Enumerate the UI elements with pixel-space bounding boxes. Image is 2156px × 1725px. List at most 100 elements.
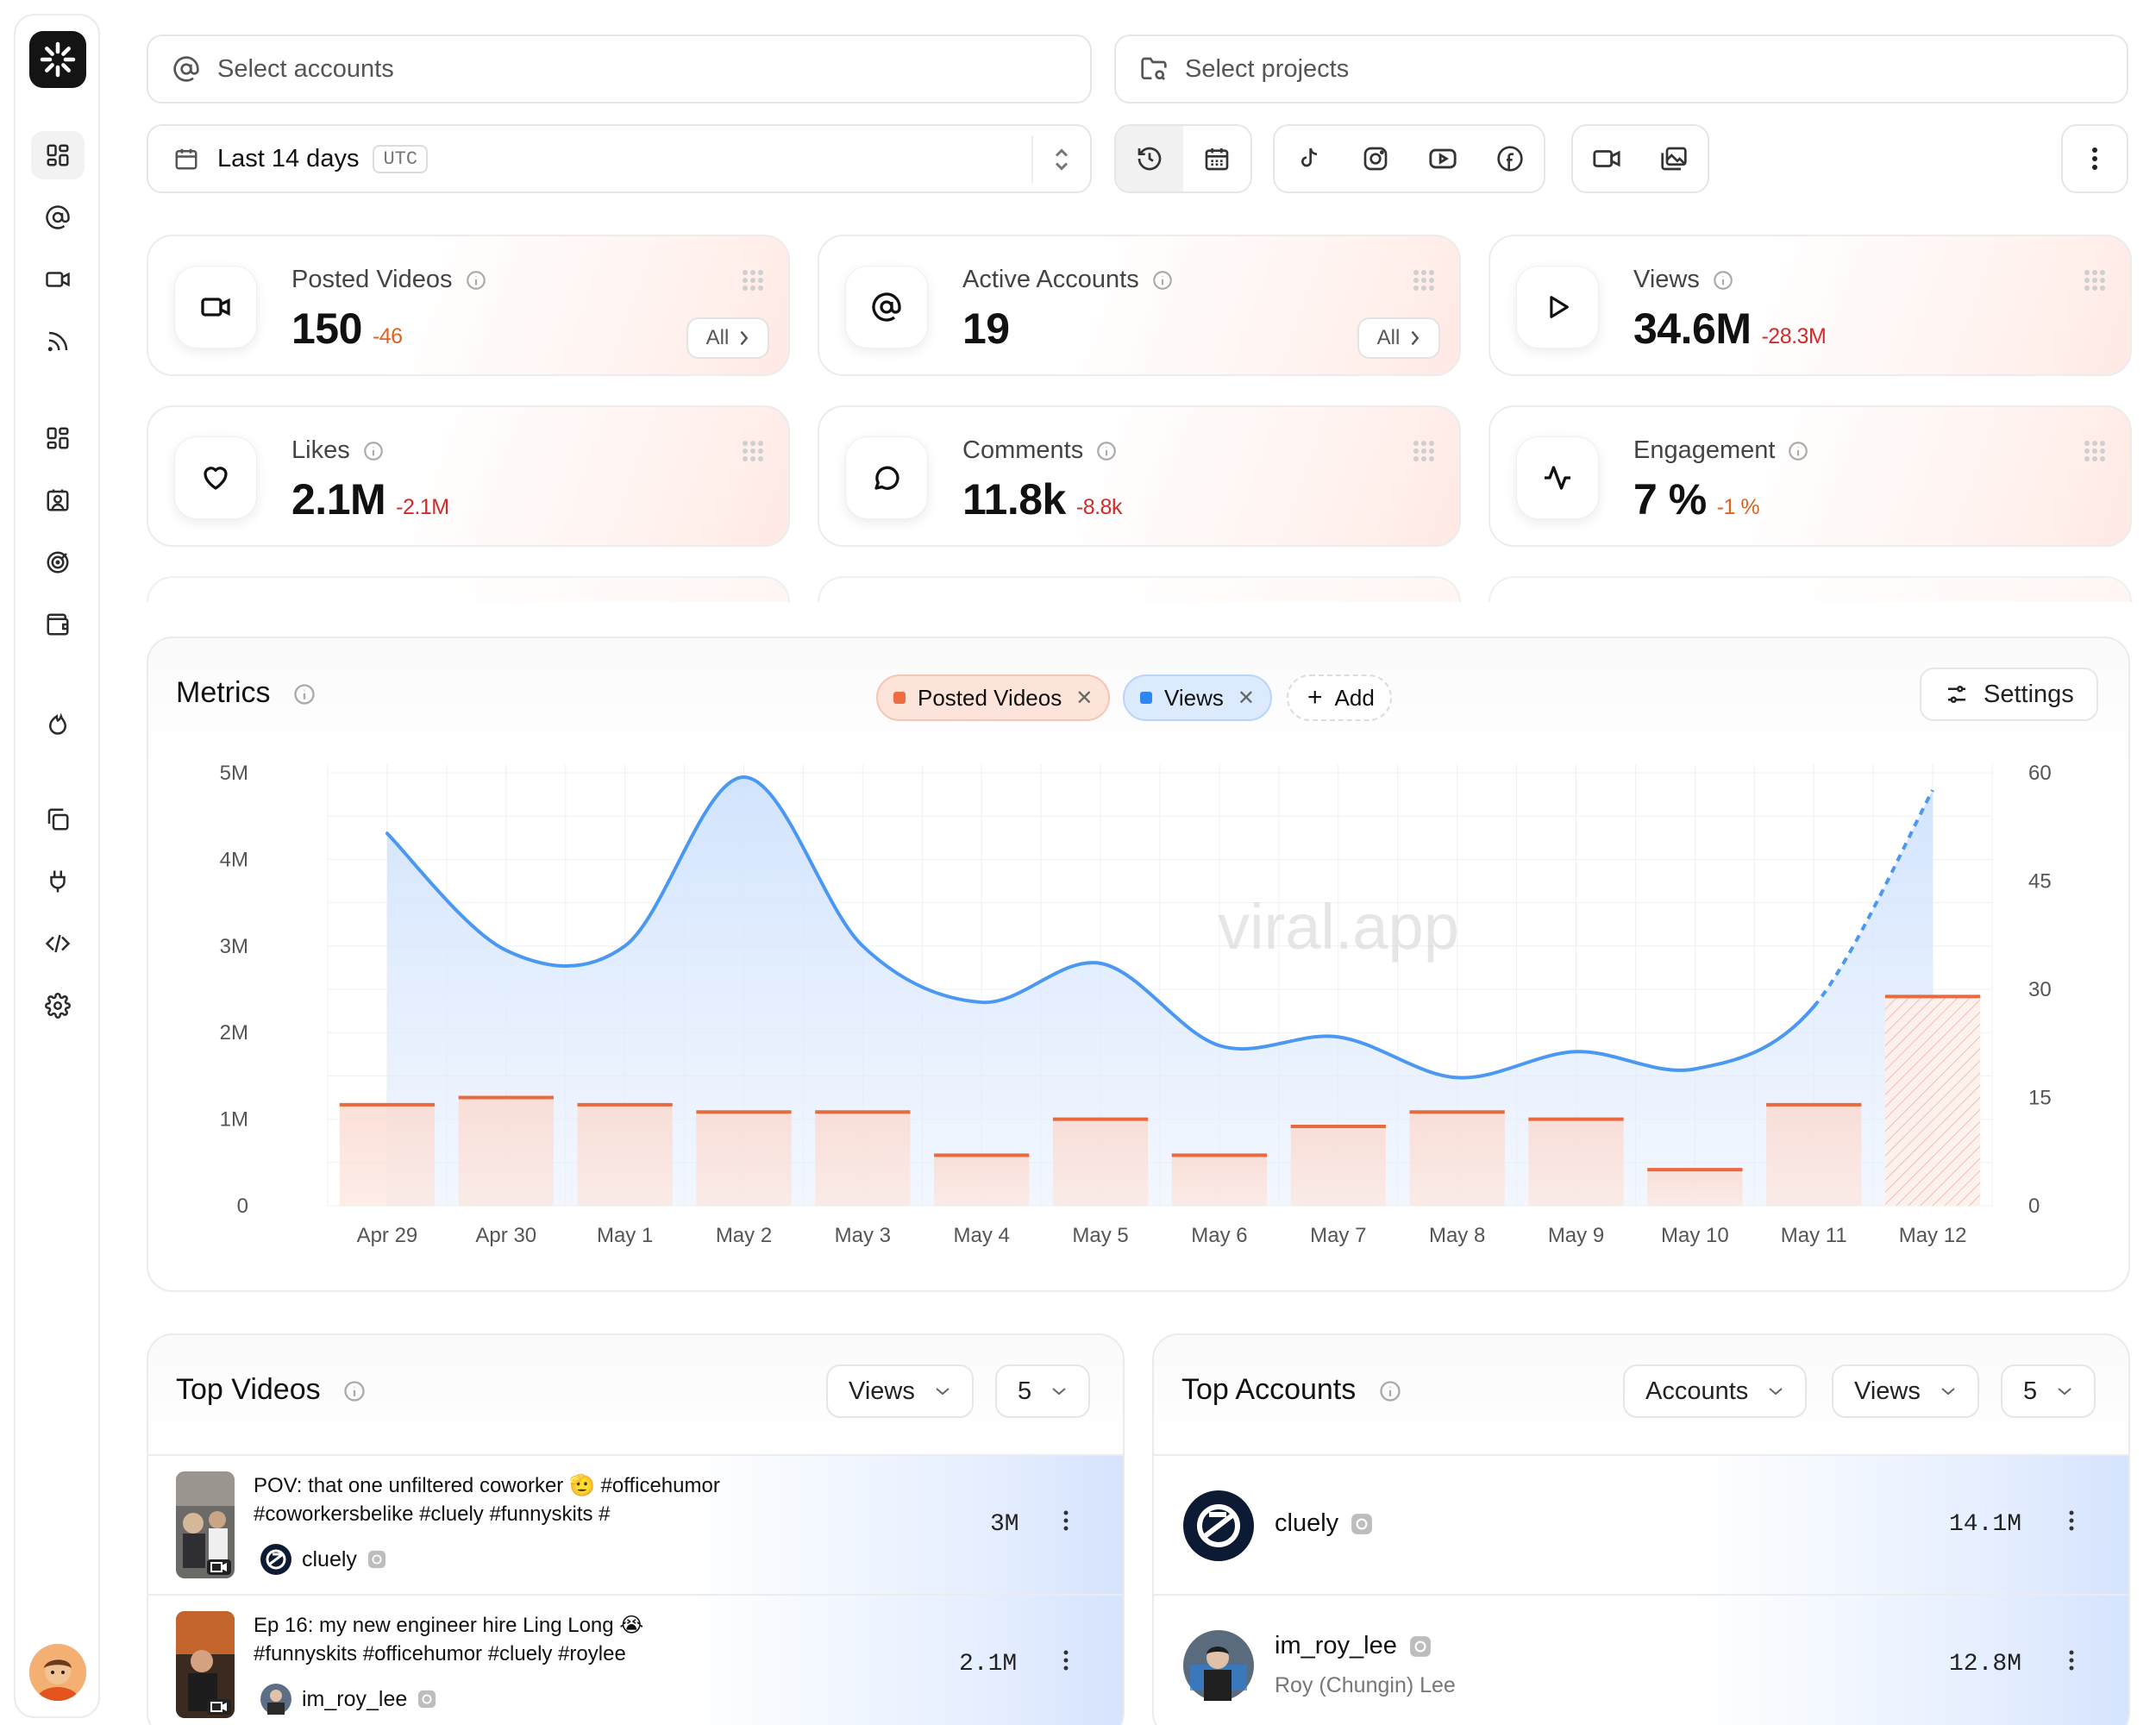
info-icon [1095,440,1118,462]
row-menu-button[interactable] [1062,1649,1069,1672]
projects-select[interactable]: Select projects [1114,34,2128,104]
plug-icon [50,870,66,893]
kpi-card-views[interactable]: Views 34.6M -28.3M [1489,235,2132,376]
table-row[interactable]: im_roy_lee Roy (Chungin) Lee 12.8M [1154,1594,2128,1725]
kpi-card-likes[interactable]: Likes 2.1M -2.1M [147,405,790,547]
row-menu-button[interactable] [2068,1649,2075,1672]
view-all-button[interactable]: All [1357,317,1440,359]
account-subtitle: Roy (Chungin) Lee [1275,1673,1456,1697]
view-all-button[interactable]: All [686,317,769,359]
sidebar-item-dashboard[interactable] [31,131,85,179]
chevron-right-icon [1411,330,1420,346]
video-account[interactable]: cluely [260,1544,386,1575]
kpi-card-posted-videos[interactable]: Posted Videos 150 -46 All [147,235,790,376]
media-type-filter [1571,124,1709,193]
table-row[interactable]: cluely 14.1M [1154,1454,2128,1594]
top-accounts-panel: Top Accounts Accounts Views 5 cluely 14.… [1152,1333,2130,1725]
drag-handle-icon[interactable] [742,440,764,462]
im-roy-lee-avatar[interactable] [1183,1630,1254,1701]
plus-icon: + [1307,683,1323,712]
app-logo[interactable] [29,31,86,88]
instagram-filter-button[interactable] [1342,126,1409,191]
kpi-card-comments[interactable]: Comments 11.8k -8.8k [818,405,1461,547]
top-videos-sort-select[interactable]: Views [826,1364,974,1418]
sidebar-item-library[interactable] [31,795,85,844]
table-row[interactable]: POV: that one unfiltered coworker 🫡 #off… [148,1454,1123,1594]
account-views: 14.1M [1949,1511,2022,1538]
contact-card-icon [47,489,69,511]
chevron-up-down-icon [1031,136,1090,183]
drag-handle-icon[interactable] [1413,269,1435,292]
kpi-card-engagement[interactable]: Engagement 7 % -1 % [1489,405,2132,547]
sidebar-item-accounts[interactable] [31,193,85,242]
sidebar-item-videos[interactable] [31,255,85,304]
left-axis: 0 1M 2M 3M 4M 5M [220,762,248,1218]
views-area-fill [386,777,1934,1206]
user-avatar[interactable] [29,1644,86,1701]
facebook-filter-button[interactable] [1476,126,1544,191]
history-button[interactable] [1116,126,1183,191]
top-accounts-count-select[interactable]: 5 [2001,1364,2096,1418]
sidebar-item-creators[interactable] [31,476,85,524]
right-axis: 0 15 30 45 60 [2028,762,2052,1218]
chevron-down-icon [1052,1388,1066,1396]
drag-handle-icon[interactable] [2084,269,2106,292]
kpi-label: Active Accounts [962,266,1139,293]
kpi-card-active-accounts[interactable]: Active Accounts 19 All [818,235,1461,376]
metric-chip-views[interactable]: Views ✕ [1123,674,1272,721]
x-tick-label: May 1 [597,1224,653,1247]
cluely-avatar[interactable] [1183,1490,1254,1561]
image-filter-button[interactable] [1640,126,1708,191]
info-icon [362,440,385,462]
sidebar-item-api[interactable] [31,919,85,968]
calendar-grid-button[interactable] [1183,126,1250,191]
video-thumbnail[interactable] [176,1611,235,1718]
sidebar-item-grid[interactable] [31,414,85,462]
metric-chip-posted-videos[interactable]: Posted Videos ✕ [876,674,1111,721]
left-tick-label: 0 [237,1195,248,1218]
add-metric-button[interactable]: + Add [1287,674,1392,721]
remove-icon[interactable]: ✕ [1075,686,1094,710]
posted-videos-bar [1766,1104,1862,1206]
drag-handle-icon[interactable] [2084,440,2106,462]
row-menu-button[interactable] [1062,1509,1069,1532]
date-range-select[interactable]: Last 14 days UTC [147,124,1092,193]
more-options-button[interactable] [2061,124,2128,193]
sidebar-item-goals[interactable] [31,538,85,586]
sidebar [14,14,100,1718]
sidebar-item-wallet[interactable] [31,600,85,649]
row-menu-button[interactable] [2068,1509,2075,1532]
top-accounts-group-select[interactable]: Accounts [1623,1364,1808,1418]
top-accounts-sort-select[interactable]: Views [1832,1364,1979,1418]
sidebar-item-integrations[interactable] [31,857,85,906]
sidebar-item-feed[interactable] [31,317,85,366]
cluely-avatar-icon [260,1544,291,1575]
top-videos-count-select[interactable]: 5 [995,1364,1091,1418]
video-filter-button[interactable] [1573,126,1640,191]
posted-videos-bar [577,1104,673,1206]
chart-settings-button[interactable]: Settings [1920,668,2098,721]
sidebar-item-settings[interactable] [31,982,85,1030]
right-tick-label: 60 [2028,762,2052,785]
sliders-icon [1948,686,1965,703]
instagram-badge-icon [418,1690,436,1709]
x-tick-label: May 4 [954,1224,1010,1247]
remove-icon[interactable]: ✕ [1237,686,1255,710]
info-icon [1151,269,1174,292]
left-tick-label: 4M [220,848,248,871]
drag-handle-icon[interactable] [742,269,764,292]
video-account[interactable]: im_roy_lee [260,1684,436,1715]
kpi-delta: -2.1M [396,495,449,519]
table-row[interactable]: Ep 16: my new engineer hire Ling Long 😭 … [148,1594,1123,1725]
kpi-value: 150 [291,304,362,353]
activity-icon [1516,436,1599,519]
tiktok-filter-button[interactable] [1275,126,1342,191]
legend-swatch [1140,692,1152,704]
sidebar-item-trending[interactable] [31,699,85,747]
accounts-select[interactable]: Select accounts [147,34,1092,104]
video-thumbnail[interactable] [176,1471,235,1578]
drag-handle-icon[interactable] [1413,440,1435,462]
youtube-filter-button[interactable] [1409,126,1476,191]
x-tick-label: May 11 [1781,1224,1847,1247]
video-title-line: Ep 16: my new engineer hire Ling Long 😭 [254,1614,644,1637]
